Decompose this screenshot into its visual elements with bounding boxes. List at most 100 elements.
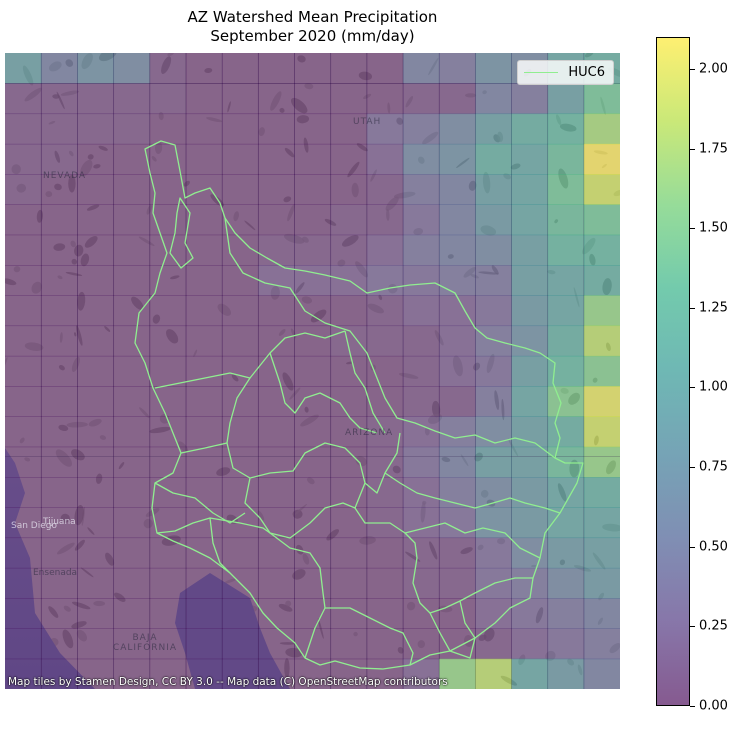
precip-cell [77, 507, 115, 539]
precipitation-grid [5, 53, 620, 689]
precip-cell [77, 143, 115, 175]
precip-cell [41, 143, 78, 175]
precip-cell [185, 325, 223, 357]
precip-cell [185, 446, 223, 478]
precip-cell [475, 325, 512, 357]
precip-cell [402, 174, 440, 205]
precip-cell [222, 83, 259, 115]
precip-cell [41, 386, 78, 417]
precip-cell [402, 204, 440, 236]
precip-cell [222, 113, 259, 145]
precip-cell [185, 416, 223, 448]
precip-cell [5, 446, 42, 478]
precip-cell [511, 507, 549, 539]
precip-cell [185, 295, 223, 327]
precip-cell [113, 143, 151, 175]
precip-cell [439, 386, 476, 417]
precip-cell [77, 628, 115, 660]
precip-cell [547, 416, 585, 448]
precip-cell [149, 83, 187, 115]
precip-cell [77, 265, 115, 296]
colorbar-tick-label: 0.25 [699, 618, 728, 634]
precip-cell [258, 507, 295, 539]
precip-cell [41, 113, 78, 145]
precip-cell [583, 234, 620, 266]
precip-cell [583, 658, 620, 689]
precip-cell [366, 204, 404, 236]
precip-cell [402, 477, 440, 508]
precip-cell [402, 295, 440, 327]
precip-cell [583, 174, 620, 205]
precip-cell [330, 143, 368, 175]
map-canvas[interactable] [5, 53, 620, 689]
precip-cell [475, 143, 512, 175]
precip-cell [222, 658, 259, 689]
precip-cell [547, 628, 585, 660]
precip-cell [547, 658, 585, 689]
chart-title: AZ Watershed Mean Precipitation Septembe… [5, 8, 620, 46]
precip-cell [77, 53, 115, 84]
precip-cell [366, 113, 404, 145]
precip-cell [185, 477, 223, 508]
precip-cell [77, 83, 115, 115]
precip-cell [222, 598, 259, 629]
precip-cell [77, 355, 115, 387]
colorbar-tick [690, 467, 695, 469]
precip-cell [475, 234, 512, 266]
huc6-boundary-15 [449, 600, 476, 659]
precip-cell [258, 537, 295, 569]
precip-cell [41, 234, 78, 266]
precip-cell [330, 174, 368, 205]
precip-cell [366, 234, 404, 266]
place-label-nevada: NEVADA [43, 171, 87, 181]
precip-cell [547, 537, 585, 569]
precip-cell [77, 598, 115, 629]
precip-cell [258, 325, 295, 357]
precip-cell [294, 386, 332, 417]
precip-cell [294, 53, 332, 84]
precip-cell [402, 325, 440, 357]
precip-cell [475, 174, 512, 205]
precip-cell [294, 83, 332, 115]
precip-cell [149, 295, 187, 327]
huc6-boundary-11 [354, 507, 533, 614]
precip-cell [149, 143, 187, 175]
precip-cell [294, 295, 332, 327]
huc6-boundary-7 [244, 477, 366, 539]
precip-cell [222, 143, 259, 175]
precip-cell [475, 537, 512, 569]
precip-cell [402, 83, 440, 115]
precip-cell [149, 598, 187, 629]
precip-cell [402, 53, 440, 84]
precip-cell [5, 355, 42, 387]
precip-cell [294, 143, 332, 175]
precip-cell [547, 567, 585, 599]
precip-cell [149, 386, 187, 417]
precip-cell [294, 113, 332, 145]
huc6-boundary-2 [224, 217, 556, 459]
precip-cell [583, 477, 620, 508]
precip-cell [402, 234, 440, 266]
precip-cell [222, 477, 259, 508]
precip-cell [113, 386, 151, 417]
precip-cell [547, 174, 585, 205]
precip-cell [402, 598, 440, 629]
precip-cell [294, 567, 332, 599]
precip-cell [511, 355, 549, 387]
precip-cell [185, 386, 223, 417]
precip-cell [5, 295, 42, 327]
colorbar-tick-label: 0.50 [699, 539, 728, 555]
precip-cell [113, 174, 151, 205]
precip-cell [258, 386, 295, 417]
precip-cell [583, 446, 620, 478]
precip-cell [330, 204, 368, 236]
precip-cell [149, 567, 187, 599]
grid-lines [5, 53, 620, 689]
map-panel[interactable]: NEVADA UTAH ARIZONA BAJA CALIFORNIA San … [5, 53, 620, 689]
precip-cell [113, 507, 151, 539]
precip-cell [402, 355, 440, 387]
precip-cell [475, 507, 512, 539]
precip-cell [149, 658, 187, 689]
precip-cell [185, 113, 223, 145]
precip-cell [149, 537, 187, 569]
